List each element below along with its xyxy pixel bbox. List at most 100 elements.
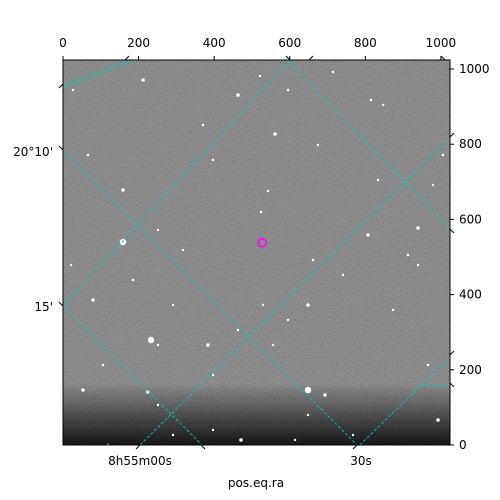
x-tick-label: 600 — [278, 36, 301, 50]
target-marker — [257, 237, 267, 248]
y-tick-label: 200 — [459, 363, 482, 377]
star — [461, 378, 465, 382]
edge-tick-mark — [285, 55, 291, 61]
edge-tick-mark — [308, 55, 314, 61]
star — [156, 403, 160, 407]
grid-line — [419, 384, 450, 387]
pixel-x-axis-top: 0 200 400 600 800 1000 — [59, 36, 456, 60]
star — [351, 433, 355, 437]
star — [293, 438, 297, 442]
dec-tick-mark — [58, 301, 64, 307]
edge-tick-mark — [440, 55, 446, 61]
bright-star — [119, 238, 127, 246]
star — [492, 109, 494, 111]
grid-line — [286, 60, 450, 229]
grid-line — [63, 149, 358, 445]
star — [416, 263, 420, 267]
star — [436, 418, 440, 422]
star — [416, 226, 420, 230]
x-tick-label: 200 — [127, 36, 150, 50]
star — [376, 178, 380, 182]
y-tick-label: 0 — [459, 438, 467, 452]
star — [201, 123, 205, 127]
star — [171, 303, 175, 307]
x-tick-label: 1000 — [426, 36, 457, 50]
star — [482, 289, 484, 291]
star — [366, 233, 370, 237]
star — [101, 363, 105, 367]
x-tick-label: 0 — [59, 36, 67, 50]
star — [369, 98, 373, 102]
edge-tick-mark — [124, 55, 130, 61]
x-tick-label: 800 — [354, 36, 377, 50]
star — [211, 158, 215, 162]
edge-tick-mark — [449, 382, 455, 388]
bright-star — [147, 336, 155, 344]
star — [306, 303, 310, 307]
coordinate-grid — [63, 60, 450, 445]
ra-tick-mark — [352, 444, 358, 450]
star — [266, 189, 270, 193]
star — [381, 103, 385, 107]
grid-line — [63, 60, 291, 307]
ra-tick-mark — [135, 444, 141, 450]
dec-tick-mark — [58, 145, 64, 151]
bottom-edge-darkening — [63, 60, 450, 445]
star — [259, 210, 263, 214]
ra-tick-mark — [200, 444, 206, 450]
y-tick-label: 400 — [459, 288, 482, 302]
y-tick-label: 1000 — [459, 62, 490, 76]
star — [286, 318, 290, 322]
star — [156, 343, 160, 347]
grid-line — [63, 305, 203, 445]
star — [306, 413, 310, 417]
grid-line — [63, 60, 128, 87]
grid-line — [359, 356, 450, 445]
bright-star — [304, 386, 312, 394]
star — [211, 428, 215, 432]
star — [258, 74, 262, 78]
edge-tick-mark — [449, 132, 455, 138]
dec-tick-mark — [58, 83, 64, 89]
star — [131, 278, 135, 282]
edge-tick-mark — [449, 350, 455, 356]
edge-tick-mark — [449, 228, 455, 234]
star — [311, 258, 315, 262]
grid-line — [63, 60, 138, 89]
star — [406, 253, 410, 257]
dec-tick-label: 20°10' — [13, 145, 53, 159]
star — [86, 153, 90, 157]
star — [69, 263, 73, 267]
star — [261, 303, 265, 307]
star — [181, 248, 185, 252]
world-dec-axis-left: 20°10' 15' — [13, 83, 64, 314]
grid-line — [139, 137, 450, 445]
star-field — [69, 70, 494, 445]
star — [239, 438, 243, 442]
star — [236, 93, 240, 97]
star — [481, 78, 485, 82]
ra-tick-label: 30s — [350, 454, 372, 468]
star — [431, 183, 435, 187]
world-edge-ticks — [124, 55, 455, 388]
x-axis-label: pos.eq.ra — [228, 476, 284, 490]
star — [271, 343, 275, 347]
star — [452, 324, 454, 326]
dec-tick-label: 15' — [34, 300, 53, 314]
star — [206, 343, 210, 347]
star — [472, 254, 474, 256]
star — [286, 88, 290, 92]
star — [141, 78, 145, 82]
star — [323, 393, 327, 397]
star — [146, 390, 150, 394]
star — [211, 373, 215, 377]
star — [81, 388, 85, 392]
x-tick-label: 400 — [203, 36, 226, 50]
y-tick-label: 800 — [459, 137, 482, 151]
world-ra-axis-bottom: 8h55m00s 30s pos.eq.ra — [108, 444, 372, 490]
star — [341, 273, 345, 277]
plot-frame — [62, 59, 451, 446]
ra-tick-label: 8h55m00s — [108, 454, 172, 468]
star — [91, 298, 95, 302]
star — [273, 132, 277, 136]
